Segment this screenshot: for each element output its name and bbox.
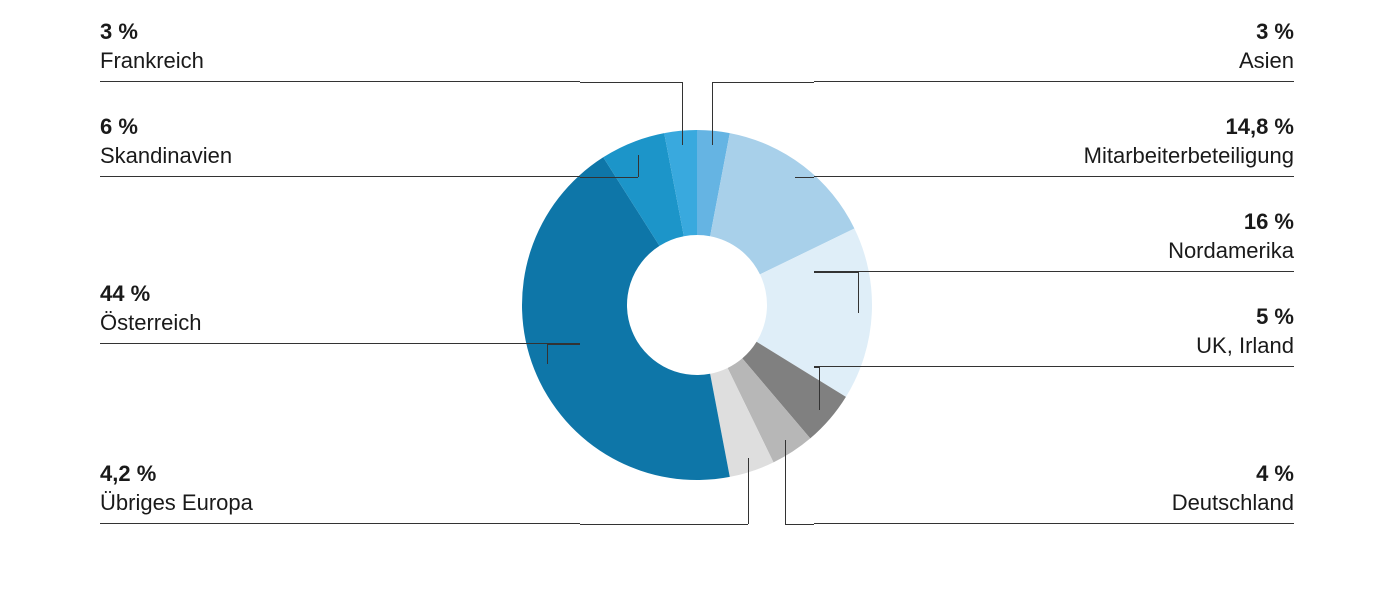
pct-deutschland: 4 % [814, 460, 1294, 489]
name-asien: Asien [814, 47, 1294, 76]
pct-uebriges: 4,2 % [100, 460, 580, 489]
label-mitarbeiter: 14,8 %Mitarbeiterbeteiligung [814, 113, 1294, 177]
pct-uk: 5 % [814, 303, 1294, 332]
name-mitarbeiter: Mitarbeiterbeteiligung [814, 142, 1294, 171]
label-uk: 5 %UK, Irland [814, 303, 1294, 367]
name-deutschland: Deutschland [814, 489, 1294, 518]
name-oesterreich: Österreich [100, 309, 580, 338]
leader-line [819, 367, 820, 410]
leader-line [547, 344, 580, 345]
leader-line [712, 82, 814, 83]
label-oesterreich: 44 %Österreich [100, 280, 580, 344]
label-skandinavien: 6 %Skandinavien [100, 113, 580, 177]
leader-line [748, 458, 749, 524]
leader-line [580, 524, 748, 525]
leader-line [785, 440, 786, 524]
name-skandinavien: Skandinavien [100, 142, 580, 171]
label-deutschland: 4 %Deutschland [814, 460, 1294, 524]
pct-oesterreich: 44 % [100, 280, 580, 309]
pct-asien: 3 % [814, 18, 1294, 47]
name-nordamerika: Nordamerika [814, 237, 1294, 266]
leader-line [814, 272, 858, 273]
pct-nordamerika: 16 % [814, 208, 1294, 237]
leader-line [785, 524, 814, 525]
pct-mitarbeiter: 14,8 % [814, 113, 1294, 142]
name-uebriges: Übriges Europa [100, 489, 580, 518]
label-uebriges: 4,2 %Übriges Europa [100, 460, 580, 524]
label-nordamerika: 16 %Nordamerika [814, 208, 1294, 272]
pct-skandinavien: 6 % [100, 113, 580, 142]
leader-line [580, 82, 682, 83]
label-asien: 3 %Asien [814, 18, 1294, 82]
name-frankreich: Frankreich [100, 47, 580, 76]
name-uk: UK, Irland [814, 332, 1294, 361]
leader-line [547, 344, 548, 364]
leader-line [682, 82, 683, 145]
label-frankreich: 3 %Frankreich [100, 18, 580, 82]
leader-line [795, 177, 814, 178]
leader-line [858, 272, 859, 313]
leader-line [580, 177, 638, 178]
leader-line [638, 155, 639, 177]
leader-line [712, 82, 713, 145]
pct-frankreich: 3 % [100, 18, 580, 47]
